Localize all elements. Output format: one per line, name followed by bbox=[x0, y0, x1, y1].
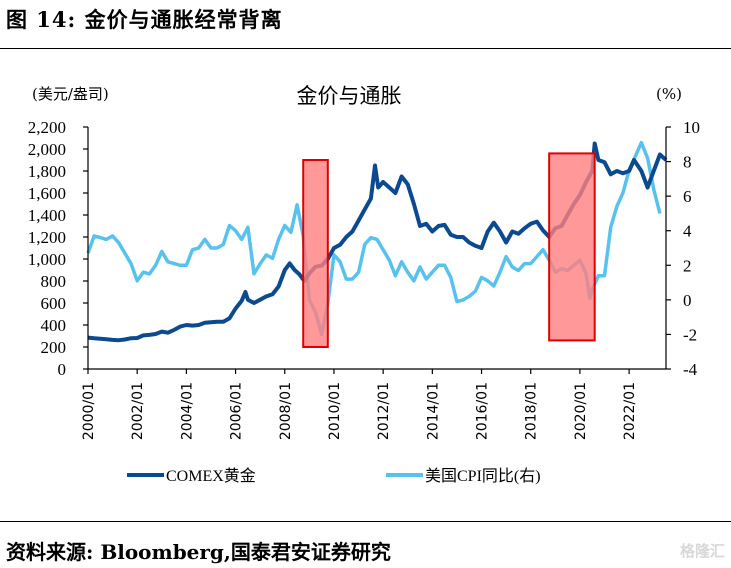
legend-label-gold: COMEX黄金 bbox=[166, 467, 256, 485]
chart: 金价与通胀 (美元/盎司) (%) 0 200 400 600 800 1,000 1,20… bbox=[28, 84, 700, 485]
x-tick-label: 2002/01 bbox=[130, 382, 146, 440]
left-tick-label: 1,200 bbox=[28, 228, 66, 247]
source-note: 资料来源: Bloomberg,国泰君安证券研究 bbox=[6, 540, 391, 564]
x-tick-label: 2000/01 bbox=[81, 382, 97, 440]
right-tick-label: -4 bbox=[683, 360, 698, 379]
figure-title: 图 14: 金价与通胀经常背离 bbox=[6, 7, 283, 32]
left-tick-label: 2,200 bbox=[28, 118, 66, 137]
left-tick-label: 200 bbox=[41, 338, 67, 357]
highlight-boxes bbox=[302, 152, 596, 348]
bottom-rule bbox=[0, 521, 731, 522]
axes: 0 200 400 600 800 1,000 1,200 1,400 1,600 1,800 2,… bbox=[28, 118, 700, 440]
left-tick-label: 1,400 bbox=[28, 206, 66, 225]
right-tick-label: -2 bbox=[683, 325, 697, 344]
right-tick-label: 8 bbox=[683, 153, 692, 172]
left-tick-label: 800 bbox=[41, 272, 67, 291]
highlight-box-2 bbox=[548, 152, 596, 342]
right-tick-label: 4 bbox=[683, 222, 692, 241]
legend-label-cpi: 美国CPI同比(右) bbox=[425, 467, 541, 485]
x-tick-label: 2014/01 bbox=[425, 382, 441, 440]
right-tick-label: 6 bbox=[683, 187, 692, 206]
x-tick-label: 2018/01 bbox=[524, 382, 540, 440]
left-tick-label: 0 bbox=[58, 360, 67, 379]
legend: COMEX黄金 美国CPI同比(右) bbox=[127, 467, 541, 485]
watermark-logo: 格隆汇 bbox=[679, 542, 725, 560]
right-tick-label: 10 bbox=[683, 118, 700, 137]
x-tick-label: 2010/01 bbox=[327, 382, 343, 440]
x-tick-label: 2012/01 bbox=[376, 382, 392, 440]
top-rule bbox=[0, 48, 731, 49]
left-tick-label: 600 bbox=[41, 294, 67, 313]
left-tick-label: 400 bbox=[41, 316, 67, 335]
left-tick-label: 1,000 bbox=[28, 250, 66, 269]
x-tick-label: 2016/01 bbox=[475, 382, 491, 440]
x-tick-label: 2004/01 bbox=[179, 382, 195, 440]
x-tick-label: 2006/01 bbox=[229, 382, 245, 440]
chart-title: 金价与通胀 bbox=[297, 84, 402, 108]
left-axis-unit: (美元/盎司) bbox=[32, 85, 109, 103]
left-tick-label: 2,000 bbox=[28, 140, 66, 159]
right-tick-label: 0 bbox=[683, 291, 692, 310]
highlight-box-1 bbox=[302, 159, 329, 348]
right-tick-label: 2 bbox=[683, 256, 692, 275]
x-tick-label: 2008/01 bbox=[278, 382, 294, 440]
left-tick-label: 1,600 bbox=[28, 184, 66, 203]
left-tick-label: 1,800 bbox=[28, 162, 66, 181]
right-axis-unit: (%) bbox=[656, 85, 682, 103]
x-tick-label: 2022/01 bbox=[622, 382, 638, 440]
x-tick-label: 2020/01 bbox=[573, 382, 589, 440]
